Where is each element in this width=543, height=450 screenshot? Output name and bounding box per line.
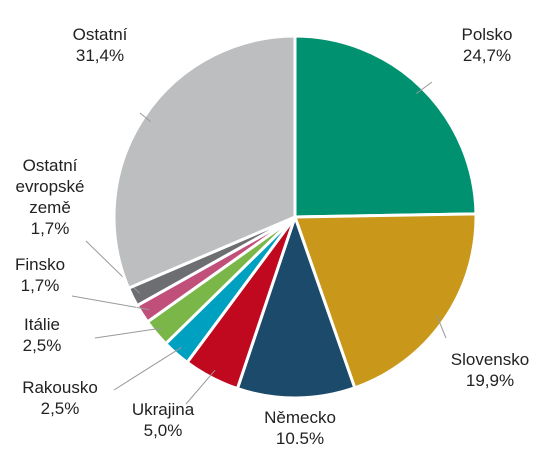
value-label: 24,7% <box>462 46 512 65</box>
value-label: 2,5% <box>40 399 80 418</box>
value-label: 5,0% <box>143 421 183 440</box>
value-label: 1,7% <box>30 219 70 238</box>
value-label: 10.5% <box>275 429 325 448</box>
slice-label: Itálie 2,5% <box>23 314 62 356</box>
category-name: Rakousko <box>22 378 98 397</box>
pie-slice <box>235 212 357 400</box>
value-label: 1,7% <box>20 276 60 295</box>
pie-slice <box>112 34 297 291</box>
slice-label: Finsko 1,7% <box>15 254 65 296</box>
slice-label: Rakousko 2,5% <box>22 377 98 419</box>
leader-line <box>139 112 151 123</box>
leader-line <box>71 295 149 311</box>
slice-label: Slovensko 19,9% <box>451 349 529 391</box>
slice-label: Polsko 24,7% <box>461 24 512 66</box>
slice-label: Ostatní evropské země 1,7% <box>5 155 95 239</box>
category-name: Polsko <box>461 25 513 44</box>
category-name: Ostatní evropské země <box>15 156 85 217</box>
category-name: Finsko <box>14 255 66 274</box>
leader-line <box>436 315 447 339</box>
category-name: Ostatní <box>72 25 128 44</box>
value-label: 19,9% <box>465 371 515 390</box>
slice-label: Ukrajina 5,0% <box>132 399 194 441</box>
pie-slice <box>293 34 478 219</box>
category-name: Ukrajina <box>131 400 195 419</box>
value-label: 2,5% <box>22 336 62 355</box>
leader-line <box>415 81 433 95</box>
leader-line <box>113 346 182 391</box>
category-name: Itálie <box>24 315 60 334</box>
slice-label: Ostatní 31,4% <box>73 24 128 66</box>
category-name: Slovensko <box>450 350 530 369</box>
leader-line <box>94 327 163 339</box>
category-name: Německo <box>264 408 336 427</box>
leader-line <box>185 370 216 405</box>
value-label: 31,4% <box>75 46 125 65</box>
slice-label: Německo 10.5% <box>264 407 336 449</box>
